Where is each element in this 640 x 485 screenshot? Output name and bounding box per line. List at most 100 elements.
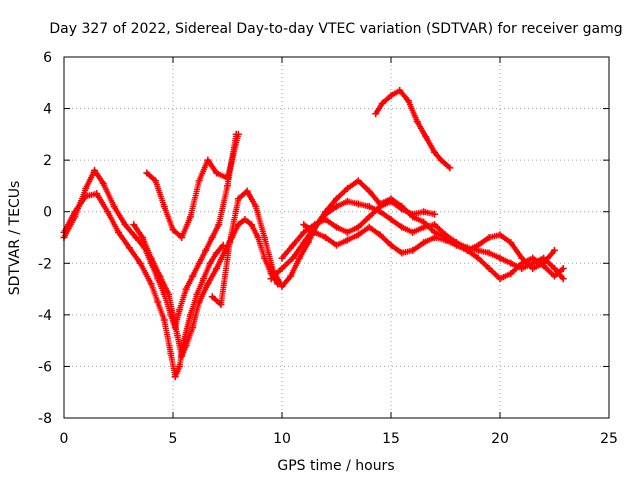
data-point: [93, 190, 101, 198]
data-point: [431, 221, 439, 229]
data-point: [387, 215, 395, 223]
data-point: [110, 203, 118, 211]
y-tick-label: -4: [38, 308, 52, 324]
data-point: [176, 306, 184, 314]
chart-title: Day 327 of 2022, Sidereal Day-to-day VTE…: [49, 21, 622, 37]
data-point: [420, 208, 428, 216]
data-point: [165, 290, 173, 298]
data-point: [300, 228, 308, 236]
data-point: [322, 234, 330, 241]
series-track-h: [300, 221, 558, 272]
series-track-i: [372, 87, 454, 172]
data-point: [289, 241, 297, 249]
data-point: [300, 239, 308, 247]
data-point: [125, 244, 133, 252]
data-point: [333, 223, 340, 231]
data-point: [365, 223, 373, 231]
data-point: [138, 234, 146, 241]
data-point: [404, 97, 412, 105]
data-point: [398, 223, 406, 231]
data-point: [173, 331, 181, 339]
data-point: [343, 236, 351, 244]
data-point: [446, 164, 454, 172]
data-point: [154, 298, 162, 306]
data-point: [261, 234, 269, 241]
data-point: [99, 179, 107, 187]
data-point: [152, 177, 160, 185]
data-point: [295, 254, 303, 262]
data-point: [551, 272, 558, 280]
data-point: [186, 311, 194, 319]
data-point: [226, 239, 234, 247]
y-tick-label: -8: [38, 411, 52, 427]
plot-frame: [63, 56, 610, 419]
y-tick-label: -6: [38, 359, 52, 375]
data-point: [156, 272, 164, 280]
data-point: [243, 187, 251, 195]
y-tick-label: -2: [38, 256, 52, 272]
data-point: [485, 249, 493, 257]
data-point: [431, 148, 439, 156]
y-axis-label: SDTVAR / TECUs: [7, 181, 23, 296]
data-point: [247, 221, 255, 229]
data-point: [354, 177, 362, 185]
data-point: [213, 249, 221, 257]
data-point: [365, 187, 373, 195]
data-point: [204, 280, 212, 288]
data-layer: [60, 87, 567, 381]
x-tick-label: 10: [273, 431, 291, 447]
y-tick-label: 0: [43, 205, 52, 221]
data-point: [343, 197, 351, 205]
data-point: [365, 213, 373, 221]
data-point: [354, 200, 362, 208]
grid-layer: [64, 57, 609, 418]
data-point: [496, 231, 504, 239]
data-point: [387, 241, 395, 249]
data-point: [91, 166, 99, 174]
data-point: [180, 337, 188, 345]
data-point: [322, 215, 330, 223]
data-point: [413, 117, 421, 125]
data-point: [559, 264, 567, 272]
x-tick-label: 5: [169, 431, 178, 447]
data-point: [224, 182, 231, 190]
data-point: [261, 254, 269, 262]
data-point: [217, 301, 225, 309]
data-point: [311, 228, 319, 236]
data-point: [254, 234, 262, 241]
data-point: [442, 236, 449, 244]
data-point: [507, 270, 515, 278]
data-point: [200, 275, 208, 283]
data-point: [278, 282, 286, 290]
data-point: [186, 213, 194, 221]
data-point: [333, 241, 340, 249]
data-point: [252, 203, 260, 211]
data-point: [376, 231, 384, 239]
data-point: [452, 241, 460, 249]
data-point: [396, 87, 404, 95]
data-point: [269, 267, 277, 275]
data-point: [409, 228, 417, 236]
data-point: [551, 246, 558, 254]
data-point: [241, 215, 249, 223]
data-point: [496, 254, 504, 262]
data-point: [507, 239, 515, 247]
data-point: [398, 249, 406, 257]
x-tick-label: 15: [382, 431, 400, 447]
x-tick-label: 0: [60, 431, 69, 447]
data-point: [213, 169, 221, 177]
data-point: [300, 221, 308, 229]
data-point: [422, 133, 430, 141]
data-point: [234, 195, 242, 203]
data-point: [289, 254, 297, 262]
data-point: [136, 259, 144, 267]
data-point: [104, 208, 112, 216]
data-point: [130, 221, 138, 229]
data-point: [189, 272, 197, 280]
data-point: [409, 246, 417, 254]
data-point: [202, 246, 210, 254]
data-point: [206, 259, 214, 267]
data-point: [311, 221, 319, 229]
data-point: [171, 373, 179, 381]
